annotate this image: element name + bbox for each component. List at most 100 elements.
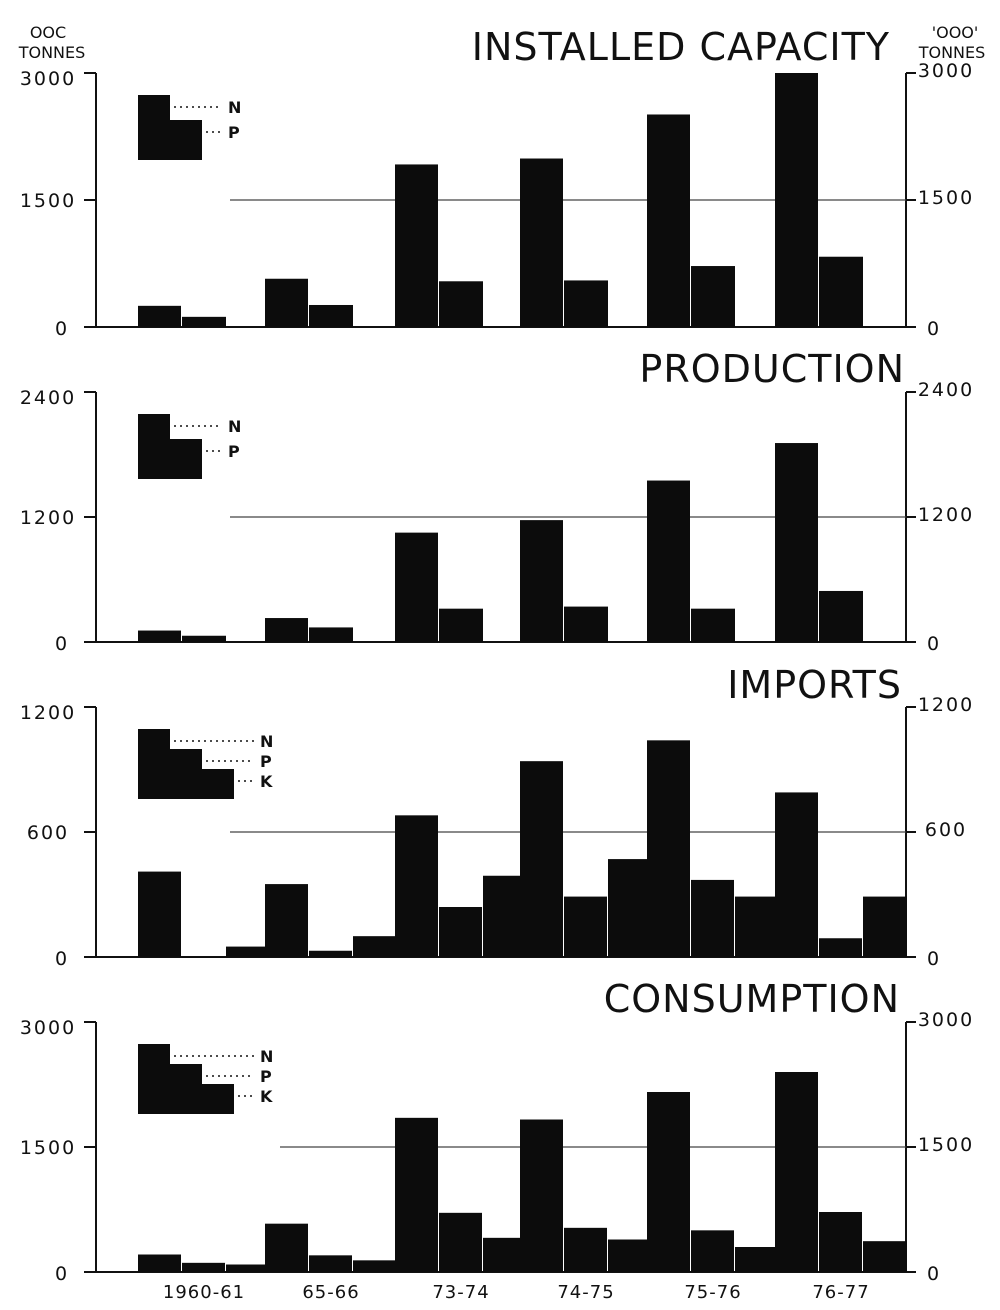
right-tick-label: 600 xyxy=(925,819,967,841)
bar-p-73-74 xyxy=(439,281,483,327)
bar-n-76-77 xyxy=(775,792,818,957)
bar-p-73-74 xyxy=(439,608,483,642)
bar-n-1960-61 xyxy=(138,630,181,642)
bar-n-73-74 xyxy=(395,815,438,957)
bar-n-65-66 xyxy=(265,278,308,327)
right-tick-label: 3000 xyxy=(918,60,974,82)
legend-swatch-p xyxy=(170,749,202,799)
bar-p-75-76 xyxy=(691,1230,734,1272)
right-unit-line2: TONNES xyxy=(918,43,986,62)
bar-k-73-74 xyxy=(483,875,527,957)
panel-title: CONSUMPTION xyxy=(604,977,900,1021)
bar-p-76-77 xyxy=(819,590,863,642)
bar-k-65-66 xyxy=(353,1260,397,1272)
left-tick-label: 2400 xyxy=(20,387,76,409)
bar-p-1960-61 xyxy=(182,1262,225,1272)
left-tick-label: 0 xyxy=(55,948,69,970)
bar-p-73-74 xyxy=(439,907,482,957)
bar-p-74-75 xyxy=(564,1227,607,1272)
right-tick-label: 1200 xyxy=(918,694,974,716)
category-label-65-66: 65-66 xyxy=(302,1282,359,1303)
left-tick-label: 3000 xyxy=(20,68,76,90)
right-unit-line1: 'OOO' xyxy=(932,23,979,42)
bar-p-74-75 xyxy=(564,606,608,642)
legend: NPK xyxy=(138,729,273,799)
bar-n-75-76 xyxy=(647,114,690,327)
bar-n-1960-61 xyxy=(138,305,181,327)
right-tick-label: 3000 xyxy=(918,1009,974,1031)
panel-title: INSTALLED CAPACITY xyxy=(472,25,890,69)
left-tick-label: 1500 xyxy=(20,1137,76,1159)
bar-n-76-77 xyxy=(775,73,818,327)
left-tick-label: 0 xyxy=(55,1263,69,1285)
right-tick-label: 2400 xyxy=(918,379,974,401)
bar-k-76-77 xyxy=(863,1241,907,1272)
bar-k-1960-61 xyxy=(226,946,270,957)
bar-n-1960-61 xyxy=(138,1254,181,1272)
category-label-75-76: 75-76 xyxy=(684,1282,741,1303)
bar-n-73-74 xyxy=(395,164,438,327)
bar-p-76-77 xyxy=(819,1212,862,1272)
bar-n-76-77 xyxy=(775,1072,818,1272)
bar-n-74-75 xyxy=(520,158,563,327)
bar-n-65-66 xyxy=(265,1223,308,1272)
bar-p-75-76 xyxy=(691,266,735,327)
bar-p-65-66 xyxy=(309,1255,352,1272)
bar-p-76-77 xyxy=(819,256,863,327)
legend: NPK xyxy=(138,1044,273,1114)
legend-swatch-k xyxy=(202,1084,234,1114)
bar-n-75-76 xyxy=(647,740,690,957)
bar-k-76-77 xyxy=(863,896,907,957)
left-unit-line1: OOC xyxy=(30,23,66,42)
left-tick-label: 0 xyxy=(55,633,69,655)
right-tick-label: 0 xyxy=(927,948,941,970)
legend-label-n: N xyxy=(260,732,273,751)
left-unit-line2: TONNES xyxy=(18,43,86,62)
panel-production: PRODUCTION 2400 2400 1200 1200 0 0 NP xyxy=(20,347,974,655)
unit-labels: OOC TONNES 'OOO' TONNES xyxy=(18,23,986,62)
bar-n-1960-61 xyxy=(138,871,181,957)
right-tick-label: 1500 xyxy=(918,1134,974,1156)
bar-k-74-75 xyxy=(608,859,652,957)
bar-p-74-75 xyxy=(564,896,607,957)
legend-label-k: K xyxy=(260,772,273,791)
bar-n-65-66 xyxy=(265,884,308,957)
panel-imports: IMPORTS 1200 1200 600 600 0 0 NPK xyxy=(20,663,974,970)
bar-p-1960-61 xyxy=(182,957,225,958)
right-tick-label: 1200 xyxy=(918,504,974,526)
bar-p-65-66 xyxy=(309,304,353,327)
bar-k-75-76 xyxy=(735,896,779,957)
bar-n-75-76 xyxy=(647,1092,690,1272)
category-label-73-74: 73-74 xyxy=(432,1282,489,1303)
legend-label-p: P xyxy=(260,752,272,771)
legend-label-p: P xyxy=(260,1067,272,1086)
left-tick-label: 1200 xyxy=(20,702,76,724)
legend-label-n: N xyxy=(228,417,241,436)
bar-k-65-66 xyxy=(353,936,397,957)
bar-n-74-75 xyxy=(520,761,563,957)
legend-swatch-n xyxy=(138,729,170,799)
left-tick-label: 3000 xyxy=(20,1017,76,1039)
left-tick-label: 600 xyxy=(27,822,69,844)
right-tick-label: 0 xyxy=(927,318,941,340)
legend-label-n: N xyxy=(260,1047,273,1066)
bar-k-74-75 xyxy=(608,1239,652,1272)
bar-p-65-66 xyxy=(309,950,352,957)
bar-n-73-74 xyxy=(395,532,438,642)
category-label-1960-61: 1960-61 xyxy=(163,1282,245,1303)
bar-n-65-66 xyxy=(265,618,308,642)
bar-p-1960-61 xyxy=(182,316,226,327)
bar-p-76-77 xyxy=(819,938,862,957)
legend-swatch-n xyxy=(138,95,170,160)
left-tick-label: 1500 xyxy=(20,190,76,212)
bar-k-75-76 xyxy=(735,1247,779,1272)
bar-n-73-74 xyxy=(395,1117,438,1272)
legend-label-p: P xyxy=(228,123,240,142)
panel-installed-capacity: INSTALLED CAPACITY 3000 3000 1500 1500 0 0 NP xyxy=(20,25,974,340)
category-labels: 1960-61 65-66 73-74 74-75 75-76 76-77 xyxy=(163,1282,869,1303)
right-tick-label: 0 xyxy=(927,633,941,655)
left-tick-label: 1200 xyxy=(20,507,76,529)
legend: NP xyxy=(138,95,241,160)
bar-p-1960-61 xyxy=(182,635,226,642)
